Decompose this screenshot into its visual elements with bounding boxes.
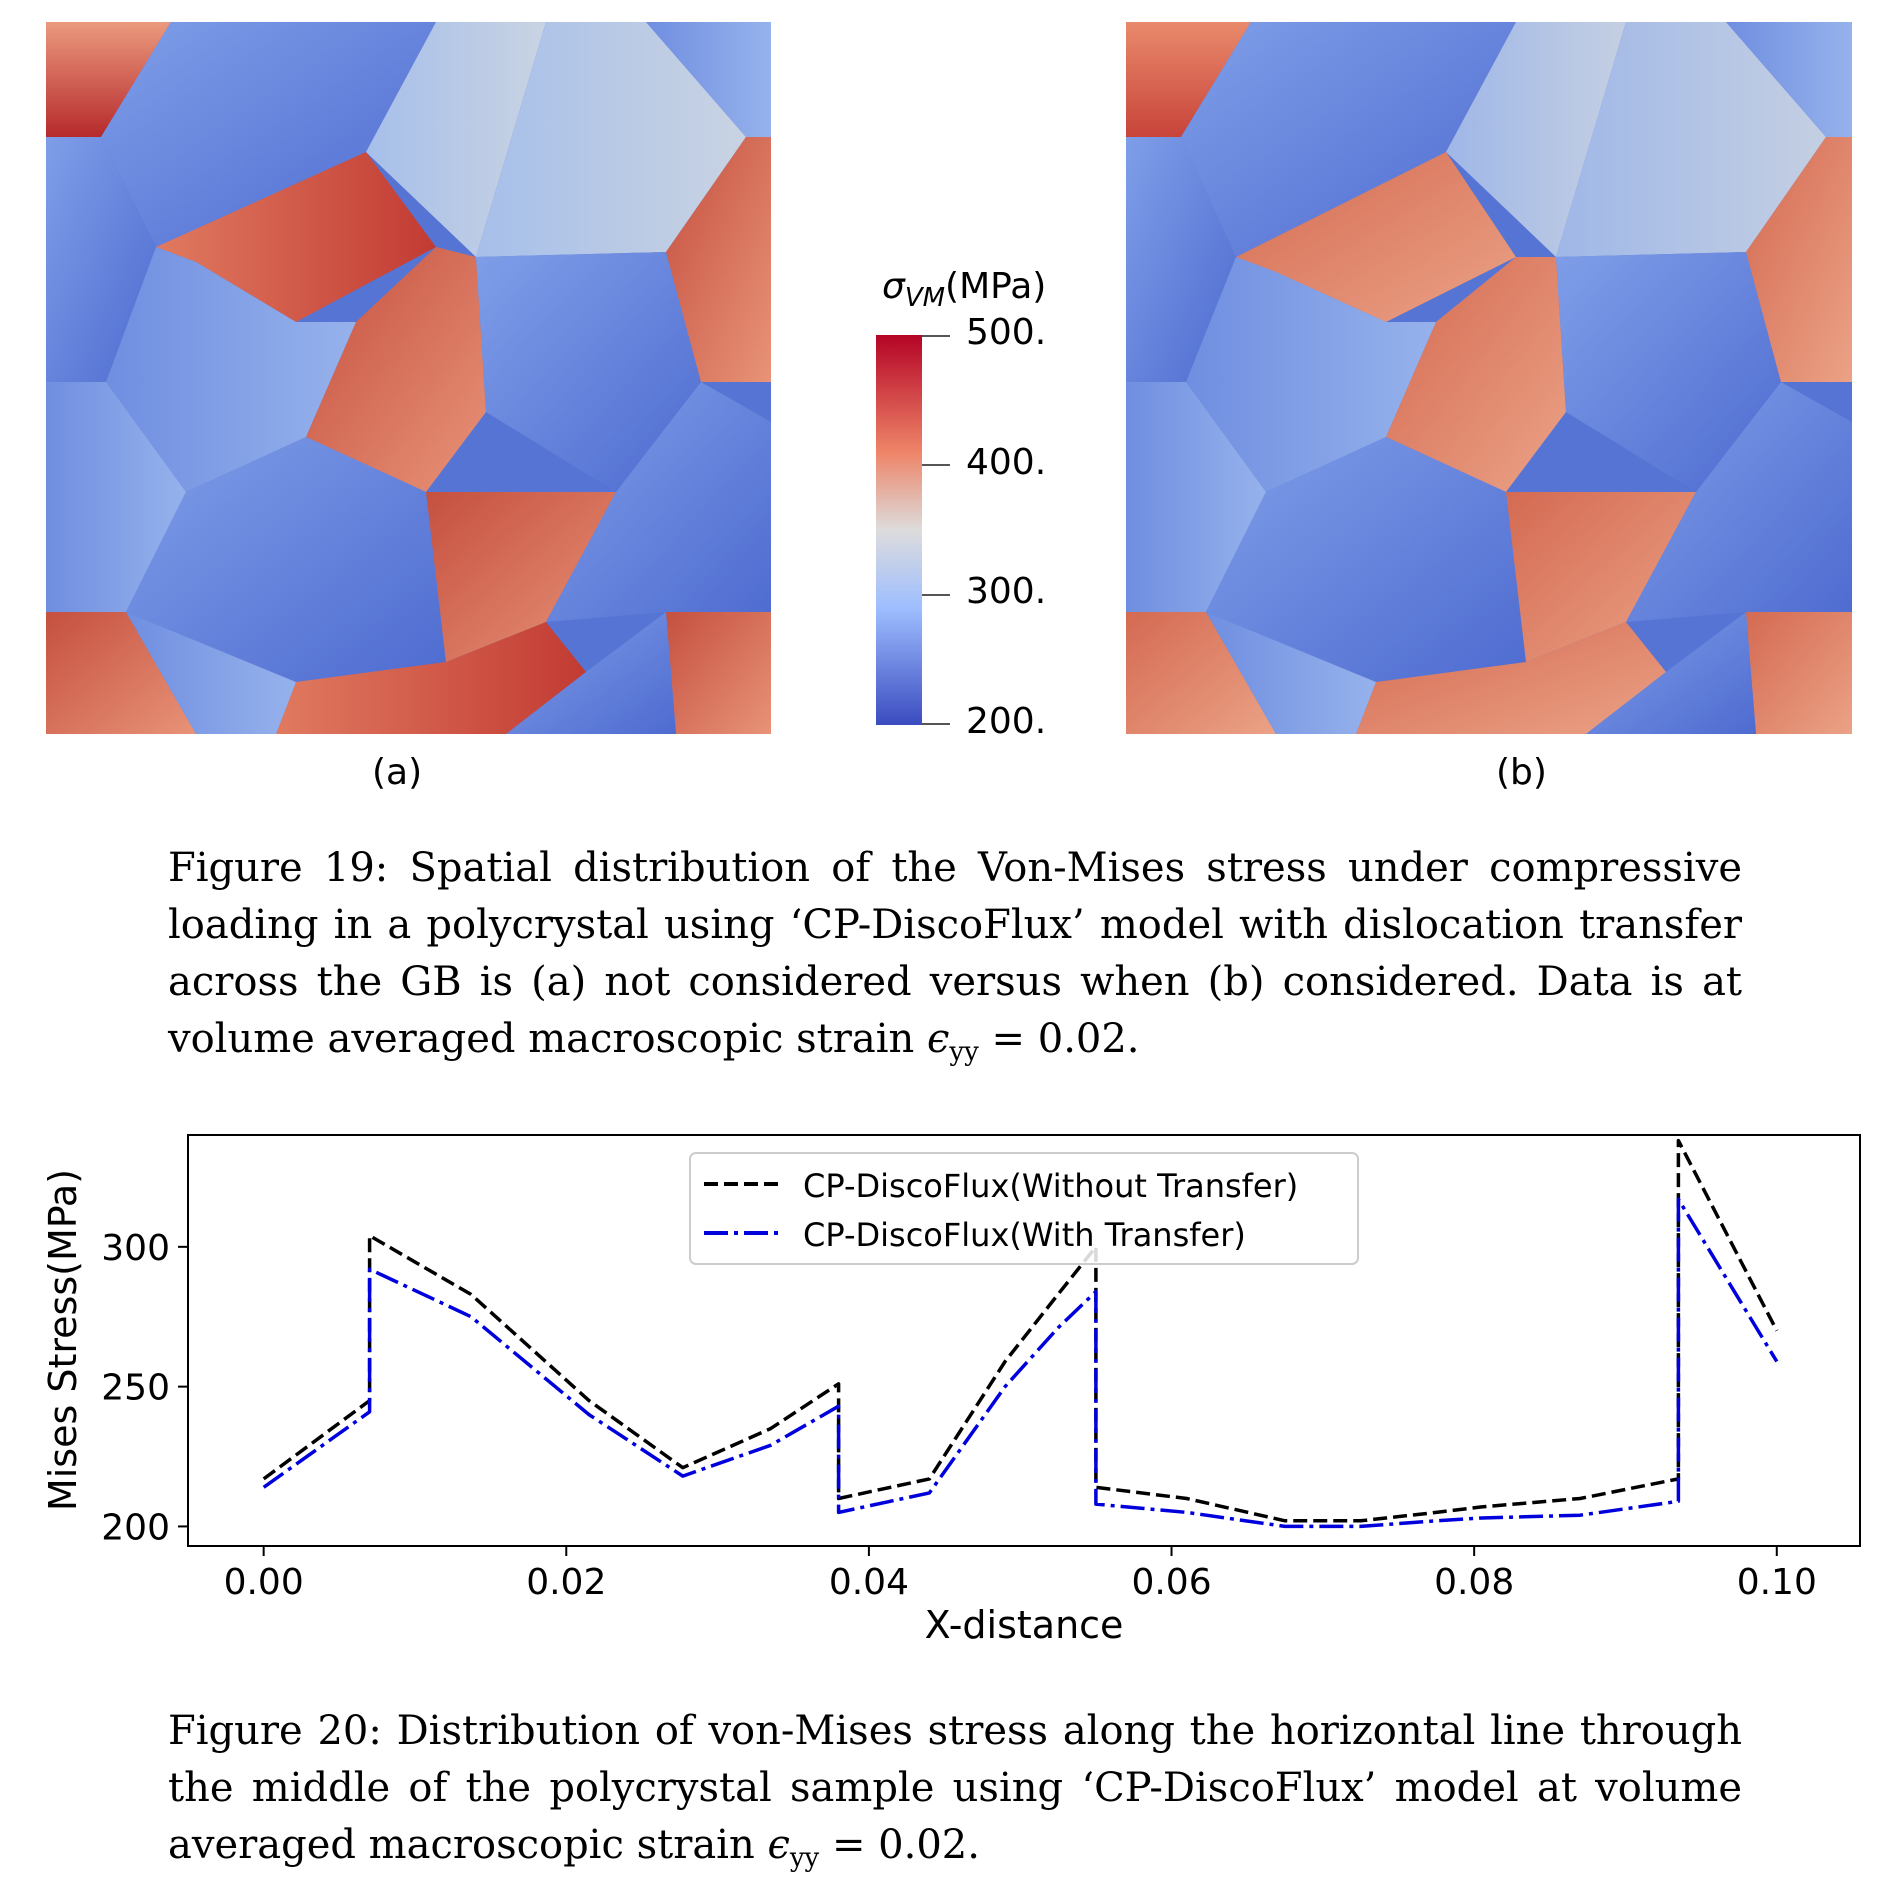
x-axis-ticks: 0.00 0.02 0.04 0.06 0.08 0.10 <box>224 1546 1817 1603</box>
x-tick-label: 0.02 <box>526 1562 606 1603</box>
y-tick-label: 300 <box>101 1228 170 1269</box>
figure-19-strain-symbol: ϵ <box>927 1016 950 1062</box>
legend-label-with-transfer: CP-DiscoFlux(With Transfer) <box>803 1216 1246 1254</box>
colorbar-title-subscript: VM <box>904 283 946 313</box>
series-line-with-transfer <box>262 1197 1779 1529</box>
x-tick-label: 0.04 <box>829 1562 909 1603</box>
x-tick-label: 0.06 <box>1131 1562 1211 1603</box>
x-tick-label: 0.10 <box>1737 1562 1817 1603</box>
figure-19-caption-prefix: Figure 19: <box>168 845 389 891</box>
colorbar <box>876 335 922 725</box>
series-line-without-transfer <box>262 1138 1779 1523</box>
figure-19-caption-body: Spatial distribution of the Von-Mises st… <box>168 845 1743 1062</box>
colorbar-tick-400: 400. <box>966 442 1047 483</box>
colorbar-title-unit: (MPa) <box>945 266 1047 307</box>
colorbar-title: σVM(MPa) <box>882 266 1046 313</box>
stress-map-panel-b <box>1126 22 1852 734</box>
x-axis-label: X-distance <box>925 1603 1124 1647</box>
panel-b-label: (b) <box>1496 752 1547 793</box>
y-axis-ticks: 200 250 300 <box>101 1228 188 1548</box>
legend-label-without-transfer: CP-DiscoFlux(Without Transfer) <box>803 1167 1298 1205</box>
figure-20-caption-prefix: Figure 20: <box>168 1708 382 1754</box>
colorbar-tick-200: 200. <box>966 701 1047 742</box>
figure-20-strain-subscript: yy <box>789 1843 820 1873</box>
figure-19-caption: Figure 19: Spatial distribution of the V… <box>168 840 1742 1081</box>
series-layer <box>262 1138 1779 1529</box>
colorbar-title-symbol: σ <box>882 266 905 307</box>
figure-20-strain-symbol: ϵ <box>767 1822 790 1868</box>
figure-19-strain-subscript: yy <box>949 1037 979 1067</box>
legend: CP-DiscoFlux(Without Transfer) CP-DiscoF… <box>689 1152 1359 1265</box>
figure-20-strain-value: = 0.02. <box>831 1822 980 1868</box>
y-tick-label: 250 <box>101 1368 170 1409</box>
colorbar-ticks <box>922 335 952 725</box>
x-tick-label: 0.08 <box>1434 1562 1514 1603</box>
x-tick-label: 0.00 <box>224 1562 304 1603</box>
stress-map-panel-a <box>46 22 771 734</box>
figure-20-caption-body: Distribution of von-Mises stress along t… <box>168 1708 1743 1868</box>
mises-stress-line-chart: 0.00 0.02 0.04 0.06 0.08 0.10 200 250 300 X-dis… <box>0 1120 1900 1660</box>
panel-a-label: (a) <box>372 752 423 793</box>
y-axis-label: Mises Stress(MPa) <box>41 1169 85 1511</box>
figure-19-strain-value: = 0.02. <box>991 1016 1140 1062</box>
figure-20-caption: Figure 20: Distribution of von-Mises str… <box>168 1703 1742 1887</box>
colorbar-tick-300: 300. <box>966 571 1047 612</box>
colorbar-tick-500: 500. <box>966 312 1047 353</box>
legend-box <box>689 1152 1359 1265</box>
y-tick-label: 200 <box>101 1507 170 1548</box>
plot-area-frame <box>187 1134 1861 1547</box>
